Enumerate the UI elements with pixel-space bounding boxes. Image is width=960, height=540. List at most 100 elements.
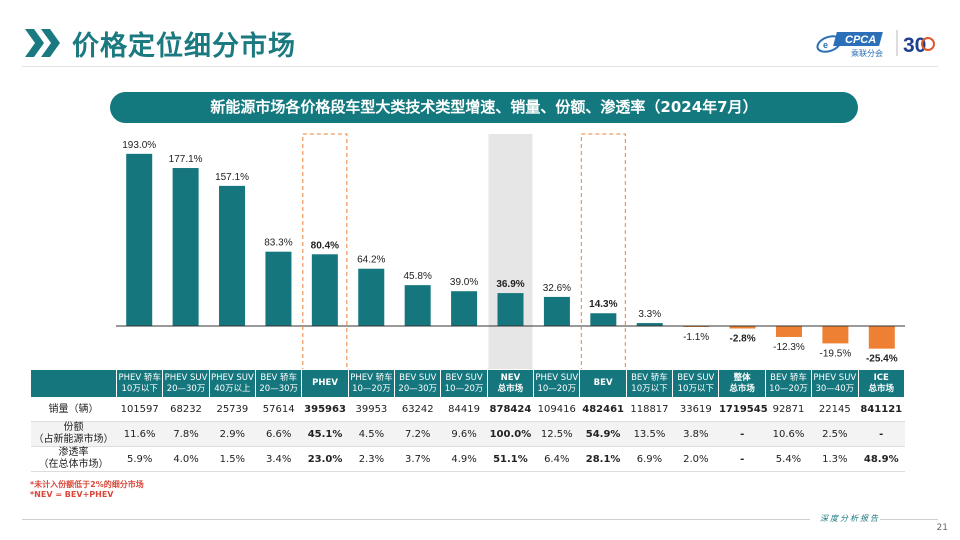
column-header-12: BEV SUV 10万以下 <box>672 369 720 398</box>
table-cell: 5.9% <box>116 446 163 472</box>
table-cell: 3.7% <box>394 446 441 472</box>
segment-data-table: PHEV 轿车 10万以下 PHEV SUV 20—30万 PHEV SUV 40万… <box>30 369 905 472</box>
row-label-2: 渗透率 （在总体市场） <box>30 446 117 472</box>
table-cell: 9.6% <box>440 421 488 447</box>
column-header-0: PHEV 轿车 10万以下 <box>115 369 164 398</box>
bar-11 <box>636 323 663 326</box>
row-label-0: 销量（辆） <box>30 397 117 422</box>
data-label-10: 14.3% <box>589 299 617 310</box>
table-cell: 6.6% <box>255 421 302 447</box>
column-header-14: BEV 轿车 10—20万 <box>764 369 813 398</box>
table-cell: 12.5% <box>533 421 580 447</box>
table-cell: 51.1% <box>487 446 534 472</box>
data-label-0: 193.0% <box>122 140 156 151</box>
table-cell: 101597 <box>116 397 163 422</box>
column-header-4: PHEV <box>301 369 349 398</box>
column-header-3: BEV 轿车 20—30万 <box>255 369 303 398</box>
bar-8 <box>497 293 524 326</box>
data-label-3: 83.3% <box>264 238 292 249</box>
column-header-6: BEV SUV 20—30万 <box>394 369 442 398</box>
bar-16 <box>868 326 895 349</box>
cpca-logo: e CPCA 乘联分会 30 <box>816 30 935 58</box>
column-header-13: 整体 总市场 <box>718 369 766 398</box>
chart-title-banner: 新能源市场各价格段车型大类技术类型增速、销量、份额、渗透率（2024年7月） <box>110 92 858 123</box>
growth-bar-chart: 193.0% 177.1% 157.1% 83.3% 80.4% 64.2% 45.8% 39… <box>116 133 905 370</box>
table-header-row: PHEV 轿车 10万以下 PHEV SUV 20—30万 PHEV SUV 40万… <box>30 369 905 398</box>
column-header-11: BEV 轿车 10万以下 <box>625 369 674 398</box>
bar-13 <box>729 326 756 329</box>
table-row: 份额 （占新能源市场） 11.6% 7.8% 2.9% 6.6% 45.1% 4.5% 7.2… <box>30 421 905 447</box>
table-cell: 1.3% <box>811 446 858 472</box>
bar-6 <box>404 285 431 326</box>
table-cell: 57614 <box>255 397 302 422</box>
bar-5 <box>358 268 385 326</box>
table-cell: 54.9% <box>579 421 627 447</box>
logo-badge: 30 <box>903 34 926 57</box>
table-cell: 63242 <box>394 397 441 422</box>
table-cell: - <box>858 421 905 447</box>
table-cell: 48.9% <box>858 446 905 472</box>
column-header-5: PHEV 轿车 10—20万 <box>347 369 396 398</box>
data-label-5: 64.2% <box>357 255 385 266</box>
table-cell: 4.9% <box>440 446 488 472</box>
highlight-box-10 <box>580 133 626 370</box>
table-cell: 6.4% <box>533 446 580 472</box>
table-cell: 109416 <box>533 397 580 422</box>
highlight-shade-8 <box>488 134 533 370</box>
data-label-8: 36.9% <box>496 279 524 290</box>
bar-9 <box>543 296 570 326</box>
column-header-2: PHEV SUV 40万以上 <box>208 369 257 398</box>
table-cell: 3.4% <box>255 446 302 472</box>
footnote-share-threshold: *未计入份额低于2%的细分市场 <box>30 480 144 489</box>
table-cell: 1719545 <box>718 397 768 422</box>
column-header-10: BEV <box>579 369 627 398</box>
footer-label: 深度分析报告 <box>820 514 880 523</box>
footer-divider <box>22 519 810 520</box>
bar-7 <box>451 291 478 326</box>
data-label-14: -12.3% <box>773 342 805 353</box>
data-label-16: -25.4% <box>866 354 898 365</box>
table-cell: 2.5% <box>811 421 858 447</box>
bar-1 <box>172 168 199 326</box>
table-cell: 22145 <box>811 397 858 422</box>
bar-14 <box>775 326 802 337</box>
data-label-15: -19.5% <box>820 348 852 359</box>
table-cell: 39953 <box>348 397 395 422</box>
table-cell: 33619 <box>672 397 719 422</box>
bar-4 <box>311 254 338 326</box>
table-cell: 100.0% <box>487 421 534 447</box>
table-cell: 118817 <box>626 397 673 422</box>
table-cell: 25739 <box>209 397 256 422</box>
data-label-11: 3.3% <box>638 309 661 320</box>
page-number: 21 <box>936 523 948 533</box>
table-cell: 84419 <box>440 397 488 422</box>
data-label-6: 45.8% <box>403 271 431 282</box>
row-label-1: 份额 （占新能源市场） <box>30 421 117 447</box>
logo-text: CPCA <box>845 34 876 46</box>
table-row: 渗透率 （在总体市场） 5.9% 4.0% 1.5% 3.4% 23.0% 2.3% 3.7%… <box>30 446 905 472</box>
table-cell: 4.0% <box>162 446 210 472</box>
footnotes: *未计入份额低于2%的细分市场 *NEV = BEV+PHEV <box>30 480 144 500</box>
data-label-2: 157.1% <box>215 172 249 183</box>
svg-text:e: e <box>823 40 828 50</box>
table-cell: 10.6% <box>765 421 812 447</box>
highlight-box-4 <box>302 133 348 370</box>
bar-2 <box>219 185 246 326</box>
table-cell: 68232 <box>162 397 210 422</box>
table-cell: 13.5% <box>626 421 673 447</box>
footnote-nev-definition: *NEV = BEV+PHEV <box>30 490 114 499</box>
table-cell: 2.9% <box>209 421 256 447</box>
table-corner <box>30 369 117 398</box>
column-header-9: PHEV SUV 10—20万 <box>533 369 581 398</box>
column-header-16: ICE 总市场 <box>857 369 905 398</box>
data-label-9: 32.6% <box>543 283 571 294</box>
table-cell: 11.6% <box>116 421 163 447</box>
column-header-1: PHEV SUV 20—30万 <box>162 369 210 398</box>
logo-subtext: 乘联分会 <box>851 48 883 58</box>
data-label-12: -1.1% <box>683 332 709 343</box>
table-cell: - <box>718 446 766 472</box>
table-cell: 7.8% <box>162 421 210 447</box>
table-cell: 92871 <box>765 397 812 422</box>
double-chevron-icon <box>25 29 60 57</box>
bar-10 <box>590 313 617 326</box>
